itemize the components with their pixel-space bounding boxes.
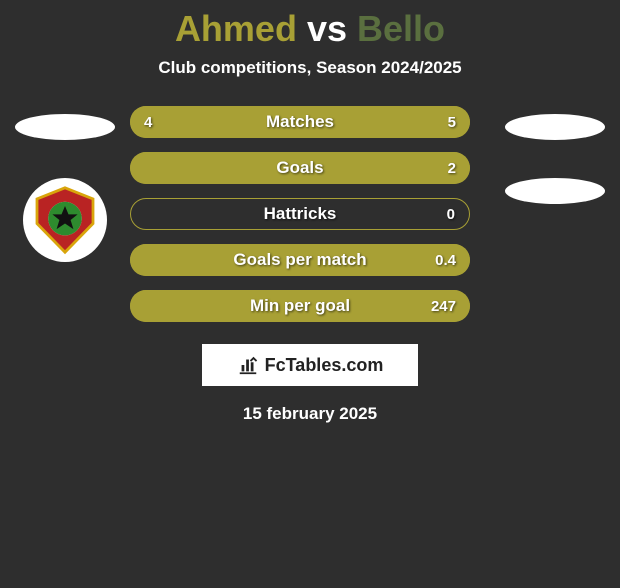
- page-title: Ahmed vs Bello: [10, 8, 610, 50]
- stats-bars: 4 Matches 5 Goals 2 Hattricks 0 Goal: [130, 106, 490, 322]
- main-area: 4 Matches 5 Goals 2 Hattricks 0 Goal: [10, 106, 610, 322]
- date-label: 15 february 2025: [10, 404, 610, 424]
- club-badge-placeholder: [505, 178, 605, 204]
- bar-right-value: 247: [431, 290, 456, 322]
- stat-bar-goals: Goals 2: [130, 152, 470, 184]
- bar-right-value: 0.4: [435, 244, 456, 276]
- subtitle: Club competitions, Season 2024/2025: [10, 58, 610, 78]
- bar-fill-left: [130, 106, 280, 138]
- site-logo-text: FcTables.com: [265, 355, 384, 376]
- bar-right-value: 0: [447, 199, 455, 229]
- bar-label: Min per goal: [250, 296, 350, 316]
- bar-label: Goals per match: [233, 250, 366, 270]
- stat-bar-hattricks: Hattricks 0: [130, 198, 470, 230]
- bar-label: Goals: [276, 158, 323, 178]
- club-badge: [23, 178, 107, 262]
- title-vs: vs: [307, 8, 347, 49]
- site-logo: FcTables.com: [202, 344, 418, 386]
- club-logo-icon: [30, 185, 100, 255]
- bar-label: Matches: [266, 112, 334, 132]
- left-player-column: [10, 106, 120, 262]
- bar-right-value: 2: [448, 152, 456, 184]
- bar-left-value: 4: [144, 106, 152, 138]
- title-player1: Ahmed: [175, 8, 297, 49]
- stat-bar-matches: 4 Matches 5: [130, 106, 470, 138]
- stat-bar-goals-per-match: Goals per match 0.4: [130, 244, 470, 276]
- player-photo-placeholder: [505, 114, 605, 140]
- right-player-column: [500, 106, 610, 204]
- stat-bar-min-per-goal: Min per goal 247: [130, 290, 470, 322]
- bar-chart-icon: [237, 354, 259, 376]
- bar-right-value: 5: [448, 106, 456, 138]
- page-container: Ahmed vs Bello Club competitions, Season…: [0, 8, 620, 424]
- title-player2: Bello: [357, 8, 445, 49]
- player-photo-placeholder: [15, 114, 115, 140]
- bar-label: Hattricks: [264, 204, 337, 224]
